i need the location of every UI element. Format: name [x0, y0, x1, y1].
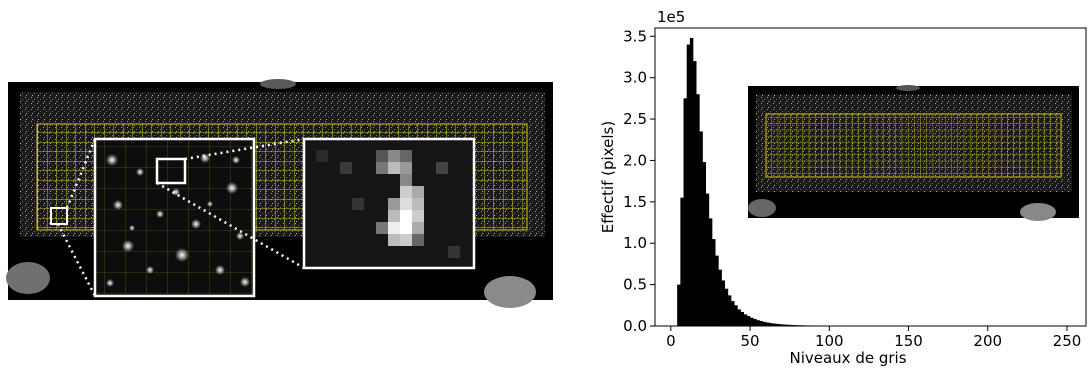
y-tick-label: 1.5 [623, 193, 647, 211]
histogram-bar [791, 325, 795, 326]
zoom-inset-level-2 [302, 137, 476, 270]
clamp-bolt-right [484, 276, 536, 308]
histogram-bar [693, 61, 697, 327]
histogram-bar [762, 321, 767, 326]
histogram-bar [696, 94, 700, 326]
inset-specimen-image [748, 85, 1079, 221]
histogram-bar [778, 324, 783, 326]
histogram-bar [759, 321, 764, 326]
histogram-bar [746, 316, 751, 326]
histogram-bar [816, 325, 824, 327]
x-tick-label: 0 [666, 332, 676, 350]
clamp-bolt-top [260, 79, 296, 89]
x-tick-label: 150 [894, 332, 923, 350]
zoom-connector-2-bottom [156, 181, 305, 270]
histogram-chart: 0 50 100 150 200 250 0.0 0.5 1.0 1.5 2.0 2.5 3.0 3.5… [599, 8, 1087, 367]
zoom-connector-2-top [184, 137, 305, 161]
y-tick-label: 3.5 [623, 27, 647, 45]
histogram-bar [775, 323, 779, 326]
plot-frame [654, 27, 1087, 327]
y-scale-label: 1e5 [657, 8, 685, 26]
y-tick-label: 0.0 [623, 317, 647, 335]
histogram-bar [724, 288, 729, 326]
x-axis-label: Niveaux de gris [789, 349, 906, 367]
histogram-bar [731, 301, 735, 326]
histogram-bar [680, 197, 684, 326]
histogram-bar [822, 325, 830, 327]
zoom-connector-bottom [56, 223, 97, 297]
y-tick-label: 0.5 [623, 276, 647, 294]
x-tick-label: 250 [1053, 332, 1082, 350]
y-axis-ticks: 0.0 0.5 1.0 1.5 2.0 2.5 3.0 3.5 [623, 27, 655, 335]
selection-square-medium [155, 157, 187, 185]
histogram-bar [743, 314, 748, 326]
y-tick-label: 1.0 [623, 234, 647, 252]
y-tick-label: 2.5 [623, 110, 647, 128]
histogram-bar [686, 44, 691, 327]
zoom-connector-top [65, 138, 97, 209]
inset-yellow-grid [765, 113, 1062, 178]
histogram-bar [677, 284, 681, 326]
histogram-bars [677, 37, 865, 327]
histogram-bar [740, 311, 745, 326]
histogram-bar [772, 323, 776, 326]
histogram-bar [784, 324, 789, 326]
y-tick-label: 3.0 [623, 69, 647, 87]
histogram-bar [860, 325, 865, 327]
clamp-bolt-left [6, 262, 50, 294]
histogram-bar [756, 320, 760, 326]
histogram-bar [734, 305, 738, 326]
histogram-bar [769, 323, 773, 326]
histogram-bar [705, 193, 710, 326]
x-tick-label: 200 [973, 332, 1002, 350]
histogram-bar [803, 325, 811, 326]
y-axis-label: Effectif (pixels) [599, 121, 617, 233]
histogram-bar [708, 218, 713, 326]
x-axis-ticks: 0 50 100 150 200 250 [666, 326, 1081, 350]
histogram-bar [845, 325, 862, 327]
histogram-bar [699, 131, 703, 326]
x-tick-label: 100 [815, 332, 844, 350]
histogram-bar [753, 318, 757, 326]
histogram-bar [829, 325, 846, 327]
histogram-bar [689, 37, 694, 327]
histogram-bar [797, 325, 805, 326]
histogram-bar [712, 239, 716, 326]
histogram-bar [718, 269, 722, 326]
histogram-bar [765, 322, 770, 326]
histogram-bar [781, 324, 786, 326]
histogram-bar [715, 255, 719, 326]
zoom-inset-level-1 [93, 137, 256, 298]
histogram-bar [794, 325, 798, 326]
speckle-image-panel [6, 79, 553, 308]
histogram-bar [737, 309, 741, 326]
histogram-bar [683, 98, 687, 326]
x-tick-label: 50 [741, 332, 760, 350]
histogram-bar [721, 280, 726, 326]
histogram-bar [750, 317, 754, 326]
y-tick-label: 2.0 [623, 151, 647, 169]
histogram-bar [727, 295, 732, 326]
histogram-bar [702, 162, 707, 326]
histogram-bar [788, 324, 792, 326]
histogram-bar [810, 325, 817, 326]
